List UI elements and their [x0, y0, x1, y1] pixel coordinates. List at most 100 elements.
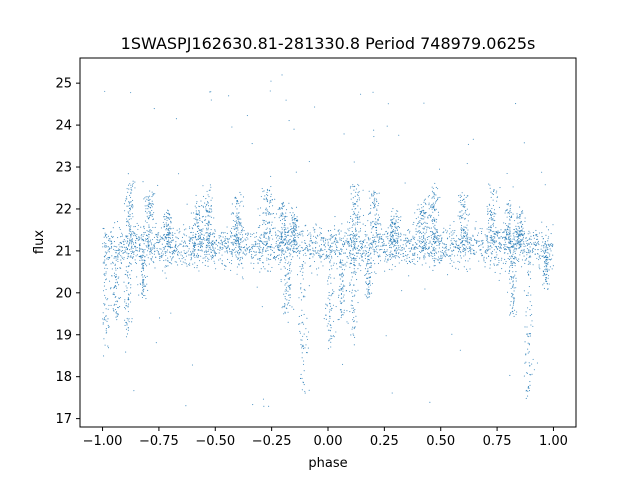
data-point [177, 238, 179, 240]
data-point [514, 274, 516, 276]
data-point [346, 238, 348, 240]
data-point [376, 223, 378, 225]
data-point [365, 283, 368, 285]
data-point [442, 232, 444, 234]
data-point [224, 251, 226, 253]
data-point [352, 258, 354, 260]
data-point [168, 218, 170, 220]
data-point [349, 290, 351, 292]
data-point [296, 247, 299, 249]
data-point [512, 233, 514, 235]
data-point [536, 243, 538, 245]
data-point [531, 251, 533, 253]
data-point [235, 239, 237, 241]
data-point [347, 234, 349, 236]
data-point [358, 197, 360, 199]
data-point [151, 230, 153, 232]
data-point [237, 218, 239, 220]
data-point [395, 219, 397, 221]
data-point [315, 240, 317, 242]
data-point [206, 236, 208, 238]
data-point [522, 227, 524, 229]
data-point [192, 246, 194, 248]
data-point [133, 252, 135, 254]
data-point [376, 236, 378, 238]
data-point [267, 246, 269, 248]
data-point [543, 247, 545, 249]
data-point [465, 240, 467, 242]
data-point [549, 244, 551, 246]
data-point [355, 272, 357, 274]
data-point [499, 246, 501, 248]
data-point [208, 242, 211, 244]
data-point [223, 240, 225, 242]
data-point [398, 216, 400, 219]
data-point [237, 227, 239, 229]
data-point [172, 256, 174, 258]
data-point [236, 202, 238, 205]
data-point [154, 226, 156, 228]
data-point [167, 240, 169, 242]
data-point [279, 243, 281, 245]
data-point [234, 196, 236, 198]
data-point [190, 238, 192, 240]
data-point [270, 196, 272, 198]
data-point [356, 223, 359, 225]
data-point [368, 296, 370, 298]
data-point [468, 213, 470, 215]
data-point [513, 249, 515, 251]
data-point [288, 231, 290, 233]
data-point [481, 228, 483, 230]
data-point [470, 252, 472, 254]
data-point [202, 195, 205, 197]
data-point [390, 223, 392, 226]
data-point [236, 214, 238, 216]
data-point [487, 212, 489, 214]
data-point [115, 303, 117, 306]
data-point [352, 197, 354, 199]
data-point [222, 244, 224, 246]
data-point [165, 224, 167, 226]
data-point [349, 266, 351, 268]
data-point [309, 240, 311, 242]
data-point [526, 242, 528, 244]
data-point [291, 217, 293, 219]
data-point [353, 243, 356, 245]
data-point [327, 280, 329, 282]
data-point [169, 234, 171, 236]
data-point [338, 229, 340, 231]
data-point [513, 232, 515, 234]
data-point [423, 256, 425, 258]
data-point [429, 266, 431, 268]
data-point [128, 218, 130, 220]
data-point [301, 352, 303, 354]
data-point [382, 234, 384, 236]
data-point [488, 228, 490, 231]
data-point [510, 246, 512, 248]
data-point [118, 307, 120, 309]
data-point [449, 258, 451, 260]
data-point [451, 238, 453, 240]
data-point [339, 266, 341, 268]
data-point [343, 294, 345, 296]
data-point [361, 245, 363, 247]
data-point [284, 290, 286, 292]
data-point [273, 256, 276, 258]
data-point [219, 243, 221, 245]
data-point [513, 237, 515, 239]
data-point [166, 236, 168, 238]
data-point [490, 214, 492, 216]
data-point [339, 239, 341, 241]
data-point [150, 259, 153, 261]
data-point [449, 247, 451, 249]
data-point [355, 230, 357, 232]
data-point [510, 311, 512, 314]
data-point [352, 237, 354, 239]
data-point [367, 296, 369, 298]
data-point [142, 249, 144, 251]
data-point [403, 234, 405, 236]
data-point [503, 231, 505, 233]
data-point [171, 258, 173, 260]
data-point [512, 251, 514, 253]
data-point [437, 197, 439, 199]
